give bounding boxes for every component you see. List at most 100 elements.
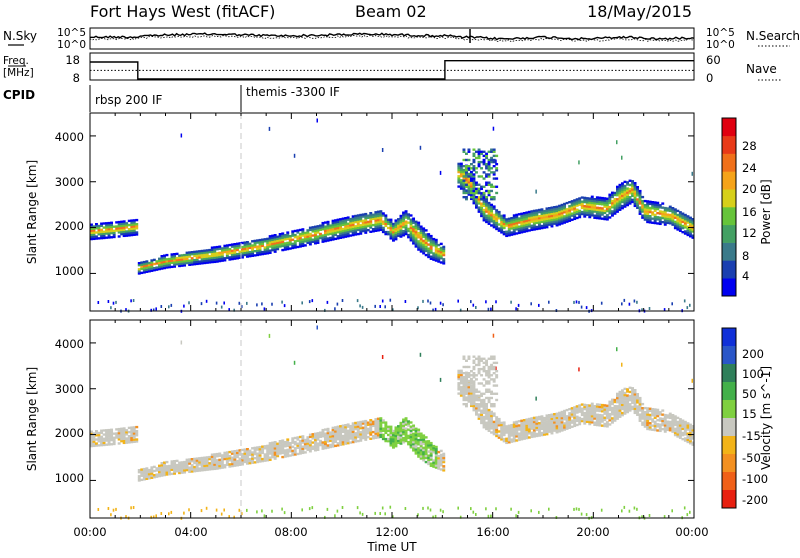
power-cell [210, 260, 214, 264]
power-cell [540, 212, 544, 215]
velocity-cell [359, 425, 363, 428]
velocity-cell [487, 365, 491, 369]
velocity-cell [608, 423, 612, 426]
power-near-range [326, 300, 329, 304]
power-cell [570, 214, 574, 217]
power-cell [105, 228, 109, 231]
power-cell [356, 226, 360, 230]
power-cell [344, 231, 348, 234]
power-cell [407, 217, 411, 220]
power-cell [462, 177, 466, 180]
power-cell [628, 179, 632, 182]
velocity-cell [611, 411, 614, 414]
power-cell [361, 227, 365, 231]
power-cell [668, 213, 672, 217]
power-cell [490, 160, 494, 164]
power-cell [512, 226, 516, 230]
power-cell [593, 216, 597, 219]
velocity-cell [344, 436, 348, 439]
power-near-range [155, 307, 157, 311]
power-cell [155, 268, 159, 271]
power-cell [404, 224, 408, 227]
power-cell [248, 250, 252, 254]
velocity-cell [122, 431, 126, 434]
velocity-cell [387, 425, 390, 428]
velocity-cell [107, 430, 111, 434]
velocity-cell [492, 378, 496, 381]
velocity-cell [603, 412, 607, 415]
power-cell [286, 235, 290, 238]
velocity-scatter [316, 325, 318, 330]
power-cell [122, 226, 126, 229]
power-cell [487, 212, 491, 215]
power-cell [651, 217, 655, 220]
power-cell [266, 252, 270, 255]
velocity-cell [314, 438, 317, 442]
velocity-cell [283, 451, 287, 454]
velocity-cell [225, 457, 229, 460]
power-cell [485, 152, 489, 155]
power-cell [354, 216, 358, 220]
power-cell [215, 252, 219, 255]
power-cell [356, 218, 360, 221]
velocity-cell [628, 405, 632, 408]
power-cell [598, 211, 602, 214]
velocity-cell [190, 468, 194, 471]
velocity-cell [281, 449, 285, 453]
velocity-cell [563, 426, 567, 429]
power-cell [480, 150, 484, 153]
velocity-cell [155, 475, 159, 478]
power-cell [515, 228, 519, 231]
velocity-cell [616, 417, 619, 420]
power-cell [457, 175, 461, 178]
velocity-cell [379, 433, 383, 437]
velocity-cell [261, 447, 265, 450]
power-cell [437, 248, 441, 251]
velocity-cell [298, 444, 302, 447]
power-cell [575, 198, 579, 201]
power-near-range [472, 303, 475, 307]
velocity-near-range [160, 512, 163, 515]
velocity-cell [281, 443, 285, 446]
velocity-cell [480, 411, 484, 414]
velocity-cell [691, 425, 695, 428]
power-cell [90, 235, 93, 239]
velocity-cell [475, 403, 478, 406]
velocity-cell [286, 452, 290, 456]
power-cell [673, 210, 677, 213]
power-cell [467, 150, 471, 153]
power-cell [497, 215, 501, 218]
power-cell [593, 208, 597, 211]
velocity-cell [419, 442, 423, 446]
velocity-cell [512, 425, 516, 428]
power-cell [223, 248, 227, 252]
velocity-cell [628, 409, 632, 412]
power-near-range [686, 306, 689, 310]
power-cell [522, 218, 526, 221]
velocity-cell [371, 437, 375, 440]
freq-right-tick-top: 60 [706, 53, 721, 67]
power-cell [230, 255, 234, 259]
power-cell [188, 263, 192, 266]
velocity-cell [336, 427, 340, 431]
power-cell [117, 227, 121, 230]
power-cell [203, 259, 207, 263]
power-cell [404, 228, 408, 232]
velocity-cell [251, 459, 255, 462]
velocity-cell [626, 396, 630, 399]
velocity-cell [273, 451, 277, 454]
velocity-cell [122, 439, 126, 443]
velocity-cell [248, 451, 252, 455]
power-cell [689, 231, 692, 234]
power-cell [361, 213, 365, 216]
velocity-cell [663, 426, 667, 429]
velocity-cell [286, 440, 290, 443]
power-near-range [97, 301, 100, 304]
velocity-near-range [132, 506, 135, 509]
power-cell [631, 190, 635, 193]
velocity-cell [394, 428, 398, 431]
power-cell [502, 224, 506, 228]
velocity-near-range [434, 514, 437, 518]
power-cell [492, 198, 496, 201]
power-cell [429, 239, 433, 242]
